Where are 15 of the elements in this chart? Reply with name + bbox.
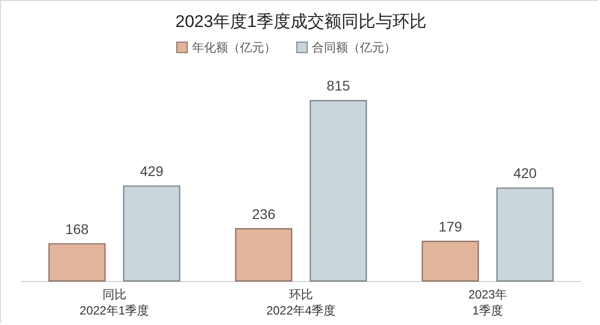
- data-label: 815: [326, 78, 350, 94]
- bar: [422, 240, 479, 282]
- data-label: 168: [65, 220, 89, 237]
- legend-label: 合同额（亿元）: [312, 40, 396, 54]
- data-label: 179: [438, 218, 462, 234]
- x-tick-label: 环比 2022年4季度: [266, 288, 336, 318]
- chart-title: 2023年度1季度成交额同比与环比: [175, 12, 427, 31]
- data-label: 420: [513, 165, 537, 182]
- data-label: 236: [252, 206, 276, 222]
- legend-label: 年化额（亿元）: [192, 40, 276, 54]
- x-tick-label: 2023年 1季度: [468, 288, 508, 318]
- bar: [235, 228, 292, 282]
- data-label: 429: [140, 163, 164, 180]
- bar: [48, 243, 106, 282]
- x-tick-label: 同比 2022年1季度: [80, 288, 150, 318]
